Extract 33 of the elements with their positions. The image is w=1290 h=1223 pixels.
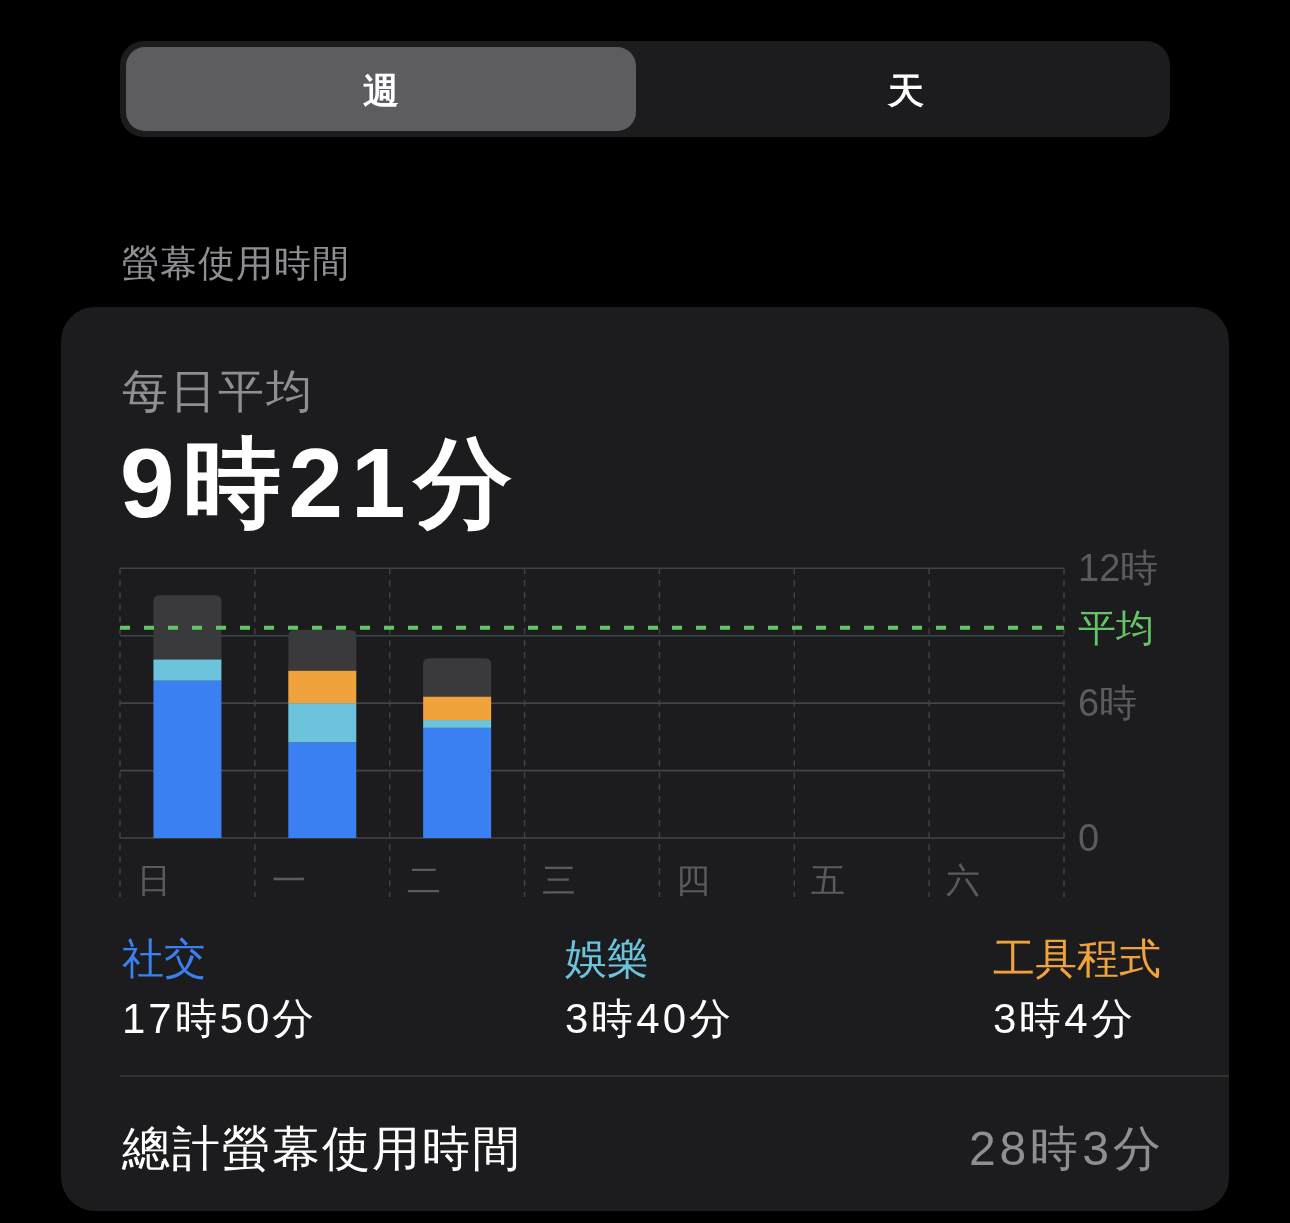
x-tick-label: 五: [811, 861, 846, 899]
bar: [288, 703, 357, 743]
text: 工具程式: [993, 934, 1161, 982]
chart-subtitle: 9時21分: [120, 428, 520, 538]
chart-title: 每日平均: [122, 365, 314, 417]
ref-line-label: 平均: [1078, 606, 1154, 649]
bar: [423, 720, 492, 728]
x-tick-label: 三: [541, 861, 576, 899]
x-tick-label: 六: [946, 861, 981, 899]
bar: [153, 680, 222, 838]
text: 社交: [122, 934, 206, 982]
bar: [423, 658, 492, 697]
text: 娛樂: [565, 934, 649, 982]
x-tick-label: 日: [137, 861, 171, 899]
bar: [153, 659, 222, 681]
x-tick-label: 四: [676, 861, 711, 899]
y-tick-label: 0: [1078, 817, 1100, 859]
text: 28時3分: [968, 1121, 1165, 1175]
bar: [288, 670, 357, 704]
y-tick-label: 12時: [1078, 547, 1159, 590]
bar: [423, 696, 492, 721]
text: 3時40分: [565, 994, 735, 1042]
text: 總計螢幕使用時間: [121, 1121, 522, 1175]
x-tick-label: 一: [271, 861, 306, 899]
text: 17時50分: [122, 994, 318, 1042]
x-tick-label: 二: [406, 861, 441, 899]
bar: [423, 727, 492, 838]
text: 天: [887, 69, 924, 111]
y-tick-label: 6時: [1078, 682, 1138, 725]
text: 週: [363, 69, 399, 111]
text: 螢幕使用時間: [122, 242, 350, 284]
text: 3時4分: [993, 994, 1136, 1042]
bar: [288, 742, 357, 838]
